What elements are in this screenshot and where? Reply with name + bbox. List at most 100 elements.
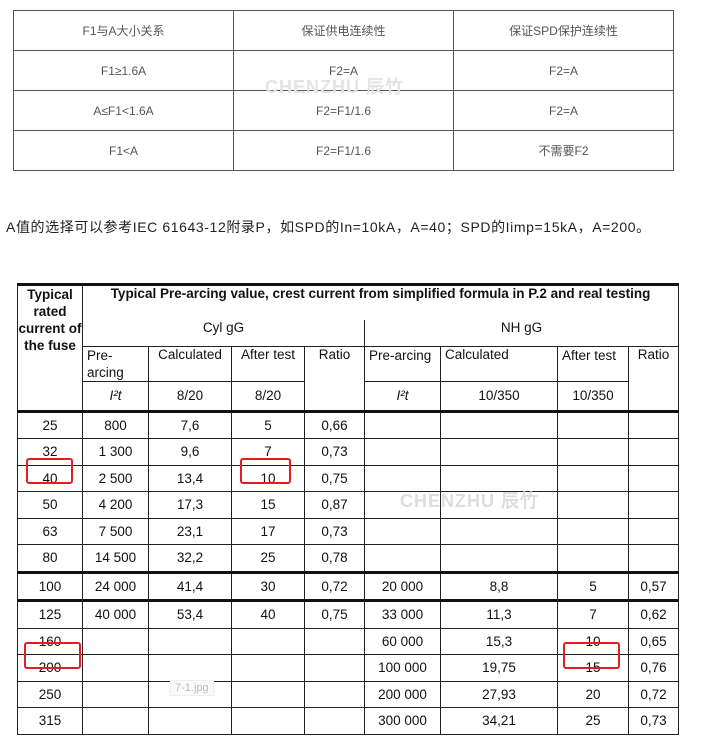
table-cell: [557, 517, 629, 545]
table-cell: 7: [557, 599, 629, 629]
image-label: 7-1.jpg: [170, 680, 214, 696]
table-cell: 160: [17, 627, 83, 655]
table-cell: [304, 680, 365, 708]
table-cell: [440, 438, 558, 466]
table-cell: 24 000: [82, 570, 149, 601]
table-cell: 50: [17, 491, 83, 519]
table-cell: 0,76: [627, 654, 680, 682]
table-cell: [231, 680, 305, 708]
table-cell: 25: [17, 409, 83, 439]
table-cell: 0,57: [627, 570, 680, 601]
table-cell: 40 000: [82, 599, 149, 629]
highlight-box: [26, 458, 73, 484]
table-cell: 125: [17, 599, 83, 629]
table-cell: 5: [557, 570, 629, 601]
table-cell: [364, 517, 441, 545]
table-cell: 0,75: [304, 599, 365, 629]
table-cell: 10: [557, 627, 629, 655]
paragraph: A值的选择可以参考IEC 61643-12附录P，如SPD的In=10kA，A=…: [6, 219, 651, 235]
table-cell: 200 000: [364, 680, 441, 708]
table-cell: 32,2: [148, 544, 232, 573]
table-row: 25 800 7,6 5 0,66: [17, 409, 680, 439]
table-cell: [148, 654, 232, 682]
cell: F2=A: [453, 50, 674, 91]
table-cell: 19,75: [440, 654, 558, 682]
table-cell: 7 500: [82, 517, 149, 545]
table-cell: [627, 517, 680, 545]
table-cell: 15,3: [440, 627, 558, 655]
table-row: 250 200 000 27,93 20 0,72: [17, 680, 680, 708]
table-cell: [557, 491, 629, 519]
table-cell: 0,73: [304, 517, 365, 545]
table-cell: 1 300: [82, 438, 149, 466]
cell: 不需要F2: [453, 130, 674, 171]
fuse-relation-table: F1与A大小关系 保证供电连续性 保证SPD保护连续性 F1≥1.6A F2=A F2=…: [13, 10, 674, 171]
table-cell: [304, 627, 365, 655]
watermark: CHENZHU 辰竹: [265, 77, 404, 97]
table-cell: [148, 707, 232, 735]
table-cell: 40: [231, 599, 305, 629]
table-cell: 0,65: [627, 627, 680, 655]
table-cell: [82, 627, 149, 655]
table-cell: 100 000: [364, 654, 441, 682]
table-cell: 8,8: [440, 570, 558, 601]
table-cell: [627, 544, 680, 573]
table-cell: [557, 438, 629, 466]
table-cell: 250: [17, 680, 83, 708]
table-cell: 63: [17, 517, 83, 545]
cell: F1<A: [13, 130, 234, 171]
table-cell: [364, 464, 441, 492]
col-pre-arcing: Pre-arcing: [364, 345, 441, 382]
table-cell: 14 500: [82, 544, 149, 573]
cell: F2=A: [453, 90, 674, 131]
table-title: Typical Pre-arcing value, crest current …: [81, 284, 680, 320]
rated-current-header: Typical rated current of the fuse: [17, 284, 83, 412]
table-cell: [440, 517, 558, 545]
highlight-box: [240, 458, 291, 484]
table-cell: [627, 409, 680, 439]
table-cell: [82, 680, 149, 708]
table-cell: 34,21: [440, 707, 558, 735]
table-cell: 13,4: [148, 464, 232, 492]
table-cell: 0,73: [627, 707, 680, 735]
table-row: 40 2 500 13,4 10 0,75: [17, 464, 680, 492]
table-cell: 23,1: [148, 517, 232, 545]
table-cell: [440, 464, 558, 492]
table-cell: 30: [231, 570, 305, 601]
table-row: 50 4 200 17,3 15 0,87: [17, 491, 680, 519]
table-cell: [557, 544, 629, 573]
table-cell: 9,6: [148, 438, 232, 466]
table-cell: 5: [231, 409, 305, 439]
col-after-test: After test: [231, 345, 305, 382]
table-cell: [148, 627, 232, 655]
table-cell: 800: [82, 409, 149, 439]
table-cell: 53,4: [148, 599, 232, 629]
unit-i2t: I²t: [82, 380, 149, 412]
table-cell: [364, 438, 441, 466]
pre-arcing-table: Typical rated current of the fuse Typica…: [17, 283, 680, 735]
header-cell: 保证SPD保护连续性: [453, 10, 674, 51]
table-cell: [304, 707, 365, 735]
unit-i2t: I²t: [364, 380, 441, 412]
highlight-box: [563, 642, 620, 669]
table-cell: 0,72: [627, 680, 680, 708]
table-cell: [557, 464, 629, 492]
unit-10-350: 10/350: [440, 380, 558, 412]
table-cell: [440, 544, 558, 573]
col-ratio: Ratio: [304, 345, 365, 412]
cell: A≤F1<1.6A: [13, 90, 234, 131]
table-cell: 0,66: [304, 409, 365, 439]
group-cyl-gg: Cyl gG: [82, 320, 365, 347]
table-cell: [82, 707, 149, 735]
table-cell: 100: [17, 570, 83, 601]
unit-8-20: 8/20: [148, 380, 232, 412]
table-cell: [627, 464, 680, 492]
col-ratio: Ratio: [627, 345, 680, 412]
table-cell: 0,72: [304, 570, 365, 601]
col-calculated: Calculated: [148, 345, 232, 382]
table-cell: [627, 491, 680, 519]
table-row: 80 14 500 32,2 25 0,78: [17, 544, 680, 573]
group-nh-gg: NH gG: [363, 320, 680, 347]
table-cell: 80: [17, 544, 83, 573]
table-cell: [304, 654, 365, 682]
